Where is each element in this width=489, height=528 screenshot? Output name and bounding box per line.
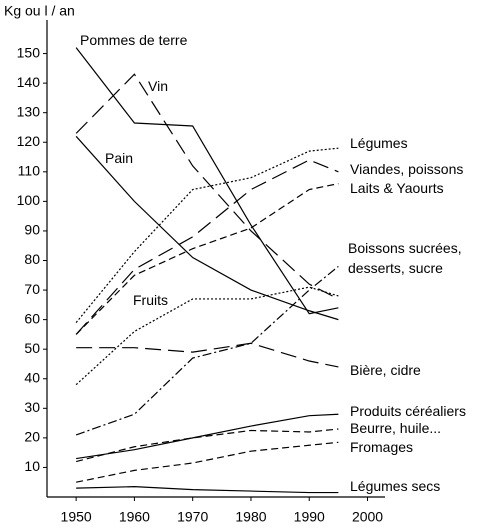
y-tick-label: 40 bbox=[24, 369, 40, 385]
y-axis-label: Kg ou l / an bbox=[4, 3, 75, 19]
y-tick-label: 90 bbox=[24, 222, 40, 238]
series-label: Boissons sucrées, desserts, sucre bbox=[348, 240, 462, 276]
series-label: Légumes bbox=[350, 135, 408, 151]
series-label: Produits céréaliers bbox=[350, 403, 466, 419]
series-label: Viandes, poissons bbox=[350, 161, 464, 177]
series-label: Vin bbox=[148, 78, 168, 94]
y-tick-label: 20 bbox=[24, 429, 40, 445]
y-tick-label: 130 bbox=[17, 103, 41, 119]
y-tick-label: 60 bbox=[24, 310, 40, 326]
series-line bbox=[76, 441, 339, 483]
series-label: Légumes secs bbox=[350, 478, 441, 494]
series-line bbox=[75, 428, 339, 463]
series-line bbox=[76, 342, 339, 368]
series-label: Bière, cidre bbox=[350, 362, 421, 378]
y-tick-label: 50 bbox=[24, 340, 40, 356]
x-tick-label: 1960 bbox=[119, 509, 150, 525]
y-tick-label: 30 bbox=[24, 399, 40, 415]
series-label: Beurre, huile... bbox=[350, 420, 442, 436]
x-tick-label: 1970 bbox=[177, 509, 208, 525]
y-tick-label: 10 bbox=[24, 458, 40, 474]
x-tick-label: 1980 bbox=[235, 509, 266, 525]
x-tick-label: 1990 bbox=[294, 509, 325, 525]
x-tick-label: 2000 bbox=[352, 509, 383, 525]
series-label: Fromages bbox=[350, 439, 414, 455]
series-label: Pain bbox=[105, 150, 134, 166]
y-tick-label: 70 bbox=[24, 281, 40, 297]
series-label: Fruits bbox=[133, 292, 168, 308]
series-line bbox=[75, 265, 339, 436]
series-label: Laits & Yaourts bbox=[350, 180, 444, 196]
series-label: Pommes de terre bbox=[80, 32, 188, 48]
series-line bbox=[76, 413, 339, 460]
series-line bbox=[75, 73, 339, 300]
series-line bbox=[76, 486, 339, 494]
series-line bbox=[75, 147, 339, 323]
x-tick-label: 1950 bbox=[61, 509, 92, 525]
y-tick-label: 140 bbox=[17, 74, 41, 90]
y-tick-label: 110 bbox=[18, 163, 41, 179]
y-tick-label: 80 bbox=[24, 251, 40, 267]
series-line bbox=[75, 159, 339, 335]
series-line bbox=[75, 135, 339, 321]
y-tick-label: 100 bbox=[17, 192, 41, 208]
y-tick-label: 120 bbox=[17, 133, 41, 149]
series-line bbox=[75, 286, 339, 386]
y-tick-label: 150 bbox=[17, 44, 41, 60]
series-line bbox=[75, 183, 339, 335]
